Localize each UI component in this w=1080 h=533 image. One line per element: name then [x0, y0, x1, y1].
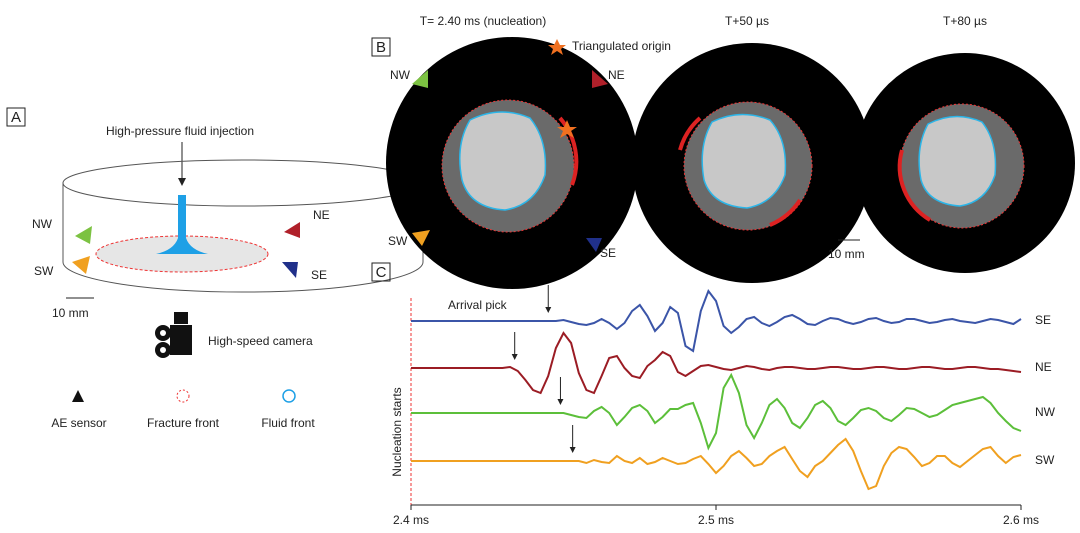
frame	[632, 43, 872, 283]
camera-label: High-speed camera	[208, 334, 313, 348]
injection	[156, 195, 208, 254]
frame-title: T= 2.40 ms (nucleation)	[420, 14, 546, 28]
waveform	[411, 372, 1022, 451]
sensor	[282, 262, 298, 278]
waveform	[411, 288, 1022, 353]
legend-symbol	[176, 389, 190, 403]
origin-label: Triangulated origin	[572, 39, 671, 53]
sensor-label: NW	[390, 68, 411, 82]
sensor-label: SE	[600, 246, 616, 260]
cylinder-top	[62, 159, 424, 207]
arrival-arrowhead	[511, 354, 518, 360]
legend-label: Fracture front	[147, 416, 220, 430]
panel-box	[371, 37, 391, 57]
arrival-arrowhead	[557, 399, 564, 405]
panel-label: C	[376, 264, 387, 281]
frame-title: T+80 µs	[943, 14, 987, 28]
sensor-label: NE	[313, 208, 330, 222]
sensor	[592, 70, 608, 88]
x-tick-label: 2.6 ms	[1003, 513, 1039, 527]
scale-label: 10 mm	[828, 247, 865, 261]
legend-label: AE sensor	[51, 416, 106, 430]
legend-symbol	[282, 389, 296, 403]
sensor	[412, 70, 428, 88]
legend-star	[548, 39, 566, 55]
sensor	[284, 222, 300, 238]
annotation: Nucleation starts	[390, 387, 404, 476]
panel-label: B	[376, 39, 386, 56]
series-label: SE	[1035, 313, 1051, 327]
sensor-label: SW	[34, 264, 54, 278]
frame	[386, 37, 638, 289]
legend-symbol	[72, 390, 84, 402]
panel-box	[371, 262, 391, 282]
scale-label: 10 mm	[52, 306, 89, 320]
sensor	[75, 226, 92, 244]
sensor-label: NW	[32, 217, 53, 231]
sensor	[586, 238, 602, 252]
x-tick-label: 2.4 ms	[393, 513, 429, 527]
frame	[855, 53, 1075, 273]
arrowhead	[178, 178, 186, 186]
series-label: NE	[1035, 360, 1052, 374]
sensor-label: NE	[608, 68, 625, 82]
sensor	[72, 256, 90, 274]
sensor-label: SW	[388, 234, 408, 248]
panel-box	[6, 107, 26, 127]
cylinder-bottom	[62, 261, 424, 293]
arrival-arrowhead	[545, 307, 552, 313]
origin-star	[557, 120, 577, 138]
arrival-arrowhead	[569, 447, 576, 453]
series-label: SW	[1035, 453, 1055, 467]
panel-a-title: High-pressure fluid injection	[106, 124, 254, 138]
series-label: NW	[1035, 405, 1056, 419]
sensor-label: SE	[311, 268, 327, 282]
panel-label: A	[11, 109, 21, 126]
waveform	[411, 437, 1022, 491]
sensor	[412, 230, 430, 246]
annotation: Arrival pick	[448, 298, 508, 312]
legend-label: Fluid front	[261, 416, 315, 430]
frame-title: T+50 µs	[725, 14, 769, 28]
x-tick-label: 2.5 ms	[698, 513, 734, 527]
waveform	[411, 331, 1022, 395]
camera-icon	[155, 312, 192, 358]
